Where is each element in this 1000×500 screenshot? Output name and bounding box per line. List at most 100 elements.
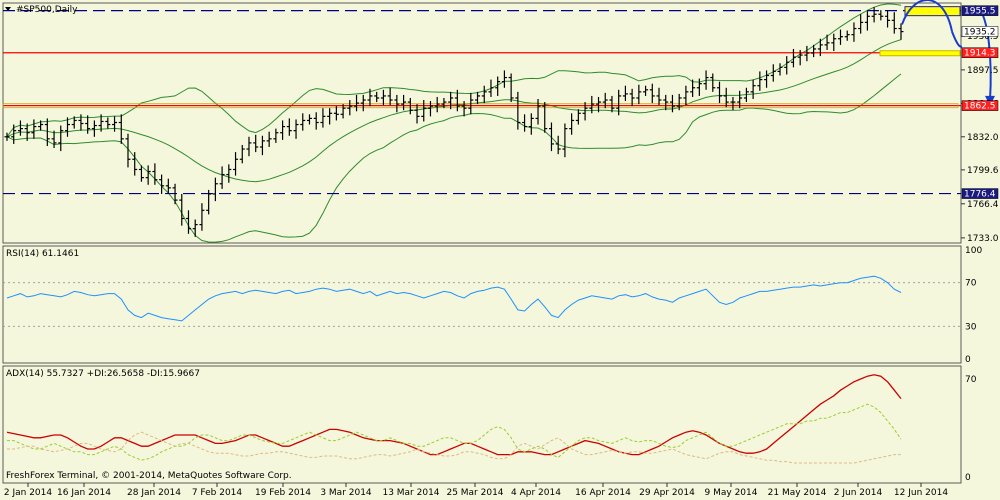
price-label-text: 1955.5 bbox=[964, 7, 996, 17]
ohlc-bar bbox=[777, 63, 783, 76]
price-label-box bbox=[961, 188, 999, 199]
adx-series-di bbox=[7, 403, 902, 461]
x-tick-label: 4 Apr 2014 bbox=[511, 488, 561, 498]
ohlc-bar bbox=[427, 101, 433, 117]
ohlc-bar bbox=[333, 106, 339, 121]
rsi-tick-label: 100 bbox=[965, 246, 982, 256]
ohlc-bar bbox=[569, 113, 575, 135]
ohlc-bar bbox=[138, 165, 144, 182]
ohlc-bar bbox=[44, 118, 50, 146]
ohlc-bar bbox=[11, 124, 17, 144]
y-tick-label: 1930.5 bbox=[967, 32, 999, 42]
ohlc-bar bbox=[132, 152, 138, 176]
ohlc-bar bbox=[481, 85, 487, 104]
ohlc-bar bbox=[696, 78, 702, 96]
ohlc-bar bbox=[51, 130, 57, 149]
x-tick-label: 2 Jun 2014 bbox=[834, 488, 883, 498]
ohlc-bar bbox=[367, 88, 373, 107]
ohlc-bar bbox=[535, 99, 541, 125]
ohlc-bar bbox=[448, 91, 454, 110]
x-tick-label: 9 May 2014 bbox=[705, 488, 758, 498]
ohlc-bar bbox=[125, 133, 131, 168]
price-label-text: 1914.3 bbox=[964, 49, 996, 59]
ohlc-bar bbox=[649, 83, 655, 104]
ohlc-bar bbox=[327, 108, 333, 125]
ohlc-bar bbox=[58, 125, 64, 152]
ohlc-bar bbox=[226, 164, 232, 183]
ohlc-bar bbox=[380, 89, 386, 106]
x-tick-label: 29 Apr 2014 bbox=[639, 488, 695, 498]
y-tick-label: 1897.5 bbox=[967, 66, 999, 76]
ohlc-bar bbox=[280, 120, 286, 140]
title-arrow-icon bbox=[5, 7, 11, 11]
rsi-panel-frame bbox=[2, 245, 962, 364]
ohlc-bar bbox=[165, 178, 171, 194]
ohlc-bar bbox=[374, 91, 380, 103]
ohlc-bar bbox=[508, 73, 514, 103]
ohlc-bar bbox=[360, 94, 366, 112]
ohlc-bar bbox=[851, 22, 857, 42]
ohlc-bar bbox=[71, 116, 77, 129]
adx-series-adx bbox=[6, 374, 902, 456]
ohlc-bar bbox=[723, 87, 729, 108]
price-label-text: 1776.4 bbox=[964, 190, 996, 200]
ohlc-bar bbox=[804, 45, 810, 62]
ohlc-bar bbox=[858, 14, 864, 34]
ohlc-bar bbox=[656, 87, 662, 106]
x-tick-label: 12 Jun 2014 bbox=[894, 488, 948, 498]
forecast-arrow-1 bbox=[901, 0, 953, 32]
price-label-text: 1935.2 bbox=[964, 27, 996, 37]
ohlc-bar bbox=[320, 108, 326, 128]
chart-title: #SP500,Daily bbox=[16, 5, 78, 15]
ohlc-bar bbox=[622, 85, 628, 102]
ohlc-bar bbox=[172, 183, 178, 205]
y-tick-label: 1799.6 bbox=[967, 166, 999, 176]
ohlc-bar bbox=[515, 91, 521, 130]
forecast-arrow-2 bbox=[951, 31, 963, 48]
ohlc-bar bbox=[468, 92, 474, 115]
ohlc-bar bbox=[112, 116, 118, 132]
ohlc-bar bbox=[233, 152, 239, 176]
ohlc-bar bbox=[717, 81, 723, 104]
ohlc-bar bbox=[206, 189, 212, 215]
y-tick-label: 1832.0 bbox=[967, 133, 999, 143]
ohlc-bar bbox=[78, 114, 84, 131]
ohlc-bar bbox=[85, 115, 91, 134]
ohlc-bar bbox=[145, 165, 151, 185]
ohlc-bar bbox=[643, 85, 649, 96]
ohlc-bar bbox=[602, 92, 608, 109]
ohlc-bar bbox=[414, 104, 420, 124]
rsi-line bbox=[6, 275, 902, 322]
ohlc-bar bbox=[878, 10, 884, 21]
ohlc-bar bbox=[179, 193, 185, 226]
x-tick-label: 13 Mar 2014 bbox=[382, 488, 439, 498]
ohlc-bar bbox=[212, 177, 218, 202]
ohlc-bar bbox=[864, 11, 870, 31]
rsi-tick-label: 70 bbox=[965, 279, 977, 289]
ohlc-bar bbox=[629, 88, 635, 107]
y-tick-label: 1766.4 bbox=[967, 200, 999, 210]
ohlc-bar bbox=[24, 123, 30, 141]
ohlc-bar bbox=[286, 118, 292, 136]
ohlc-bar bbox=[703, 70, 709, 90]
ohlc-bar bbox=[4, 132, 10, 141]
ohlc-bar bbox=[152, 163, 158, 185]
ohlc-bar bbox=[522, 114, 528, 132]
ohlc-bar bbox=[831, 33, 837, 51]
x-tick-label: 16 Jan 2014 bbox=[57, 488, 111, 498]
x-tick-label: 25 Mar 2014 bbox=[446, 488, 503, 498]
bollinger-upper bbox=[6, 3, 902, 138]
x-tick-label: 16 Apr 2014 bbox=[575, 488, 631, 498]
rsi-title: RSI(14) 61.1461 bbox=[6, 249, 79, 259]
ohlc-bar bbox=[441, 97, 447, 109]
adx-tick-label: 70 bbox=[965, 375, 977, 385]
price-label-box bbox=[961, 100, 999, 111]
ohlc-bar bbox=[663, 94, 669, 111]
ohlc-bar bbox=[690, 79, 696, 97]
rsi-panel: 100 70 30 0 bbox=[3, 246, 982, 365]
ohlc-bar bbox=[669, 94, 675, 113]
highlight-box-1914 bbox=[879, 50, 961, 57]
ohlc-bar bbox=[306, 114, 312, 125]
